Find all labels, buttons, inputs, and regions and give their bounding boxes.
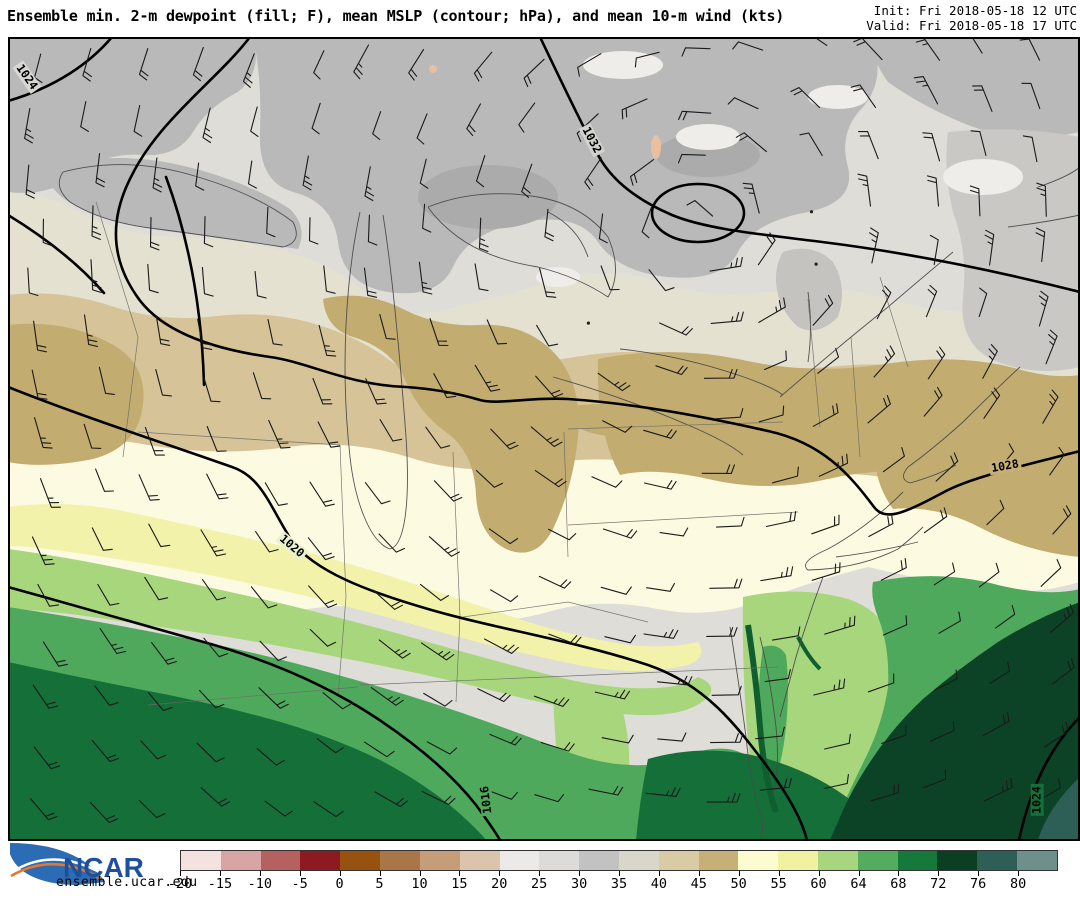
colorbar-swatch <box>499 851 540 870</box>
colorbar-tick-mark <box>419 871 421 876</box>
colorbar-tick-label: 5 <box>375 876 384 892</box>
colorbar-swatch <box>778 851 818 870</box>
init-time: Init: Fri 2018-05-18 12 UTC <box>873 3 1077 18</box>
colorbar-tick-label: 15 <box>451 876 468 892</box>
colorbar-swatch <box>181 851 221 870</box>
colorbar: -20 -15 -10 -5 0 5 10 15 20 25 30 35 40 45 50 55 60 64 68 7… <box>168 850 1058 896</box>
colorbar-tick-label: 40 <box>650 876 668 892</box>
colorbar-tick-label: 80 <box>1009 876 1027 892</box>
valid-time: Valid: Fri 2018-05-18 17 UTC <box>866 18 1077 34</box>
colorbar-tick-label: 35 <box>610 876 628 892</box>
colorbar-swatch <box>380 851 420 870</box>
colorbar-swatches <box>180 850 1058 871</box>
colorbar-tick-mark <box>379 871 381 876</box>
colorbar-swatch <box>1017 851 1057 870</box>
colorbar-tick-label: -20 <box>167 876 193 892</box>
colorbar-ticks: -20 -15 -10 -5 0 5 10 15 20 25 30 35 40 45 50 55 60 64 68 7… <box>168 871 1058 893</box>
colorbar-tick-mark <box>978 871 980 876</box>
colorbar-tick-mark <box>579 871 581 876</box>
colorbar-tick-mark <box>259 871 261 876</box>
colorbar-swatch <box>419 851 460 870</box>
colorbar-tick-mark <box>459 871 461 876</box>
ncar-logo: NCAR <box>10 843 144 885</box>
colorbar-swatch <box>738 851 779 870</box>
ncar-logo-text: NCAR <box>63 852 144 883</box>
colorbar-swatch <box>579 851 619 870</box>
colorbar-tick-mark <box>698 871 700 876</box>
coastlines <box>58 164 1080 841</box>
colorbar-tick-label: -15 <box>207 876 233 892</box>
colorbar-swatch <box>857 851 898 870</box>
wind-barbs <box>24 37 1075 824</box>
colorbar-swatch <box>539 851 580 870</box>
colorbar-tick-label: 25 <box>531 876 548 892</box>
site-url: ensemble.ucar.edu <box>56 875 198 890</box>
colorbar-tick-mark <box>219 871 221 876</box>
colorbar-tick-mark <box>898 871 900 876</box>
colorbar-tick-mark <box>539 871 541 876</box>
colorbar-swatch <box>937 851 978 870</box>
map-canvas <box>8 37 1080 841</box>
colorbar-tick-label: 55 <box>770 876 787 892</box>
colorbar-swatch <box>340 851 381 870</box>
colorbar-tick-mark <box>938 871 940 876</box>
colorbar-tick-mark <box>339 871 341 876</box>
colorbar-tick-mark <box>1018 871 1020 876</box>
colorbar-tick-mark <box>499 871 501 876</box>
colorbar-tick-label: 76 <box>970 876 987 892</box>
colorbar-tick-mark <box>778 871 780 876</box>
page-title: Ensemble min. 2-m dewpoint (fill; F), me… <box>7 7 785 25</box>
colorbar-swatch <box>897 851 938 870</box>
colorbar-tick-label: 45 <box>690 876 707 892</box>
colorbar-swatch <box>618 851 659 870</box>
colorbar-tick-label: 20 <box>491 876 508 892</box>
colorbar-tick-mark <box>738 871 740 876</box>
colorbar-tick-label: 68 <box>890 876 907 892</box>
colorbar-tick-mark <box>858 871 860 876</box>
colorbar-tick-label: 50 <box>730 876 747 892</box>
colorbar-swatch <box>260 851 301 870</box>
colorbar-tick-mark <box>658 871 660 876</box>
run-times: Init: Fri 2018-05-18 12 UTC Valid: Fri 2… <box>866 3 1077 34</box>
colorbar-swatch <box>459 851 500 870</box>
colorbar-tick-label: -10 <box>247 876 272 892</box>
colorbar-swatch <box>698 851 739 870</box>
colorbar-swatch <box>818 851 858 870</box>
colorbar-tick-mark <box>619 871 620 876</box>
colorbar-tick-label: -5 <box>291 876 308 892</box>
colorbar-swatch <box>658 851 699 870</box>
colorbar-tick-label: 10 <box>411 876 428 892</box>
colorbar-swatch <box>300 851 341 870</box>
colorbar-tick-label: 0 <box>335 876 344 892</box>
colorbar-tick-mark <box>180 871 181 876</box>
colorbar-tick-label: 60 <box>810 876 827 892</box>
colorbar-tick-label: 30 <box>570 876 588 892</box>
colorbar-swatch <box>977 851 1018 870</box>
colorbar-swatch <box>220 851 261 870</box>
colorbar-tick-label: 72 <box>930 876 947 892</box>
map-border <box>8 37 1080 841</box>
colorbar-tick-mark <box>299 871 301 876</box>
dewpoint-fill-layer <box>8 37 1080 840</box>
colorbar-tick-mark <box>818 871 820 876</box>
colorbar-tick-label: 64 <box>850 876 867 892</box>
